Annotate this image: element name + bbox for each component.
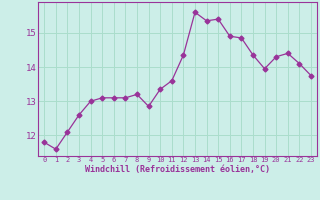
X-axis label: Windchill (Refroidissement éolien,°C): Windchill (Refroidissement éolien,°C)	[85, 165, 270, 174]
